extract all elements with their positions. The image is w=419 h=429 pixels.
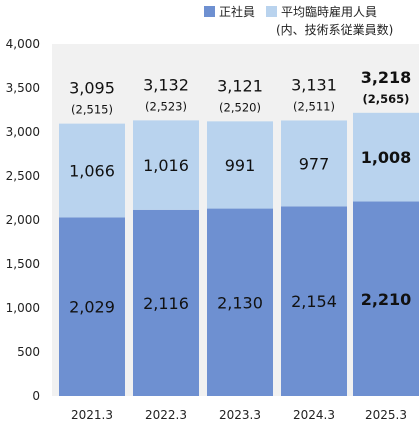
engineer-count-label: (2,523) [145,99,187,113]
y-tick-label: 0 [32,389,40,403]
engineer-count-label: (2,511) [293,99,335,113]
legend-swatch-temporary [266,6,277,17]
bar-full-time [133,209,199,396]
data-label-full-time: 2,210 [361,290,412,309]
x-tick-label: 2021.3 [71,408,113,422]
x-tick-label: 2025.3 [365,408,407,422]
data-label-full-time: 2,029 [69,298,115,317]
x-tick-label: 2022.3 [145,408,187,422]
y-tick-label: 3,500 [6,81,40,95]
x-axis: 2021.3 2022.3 2023.3 2024.3 2025.3 [71,408,407,422]
bar-full-time [207,208,273,396]
y-tick-label: 1,000 [6,301,40,315]
data-label-full-time: 2,116 [143,294,189,313]
x-tick-label: 2024.3 [293,408,335,422]
bar-temporary [281,120,347,207]
engineer-count-label: (2,565) [363,92,410,106]
engineer-count-label: (2,520) [219,100,261,114]
data-label-full-time: 2,130 [217,293,263,312]
total-label: 3,131 [291,75,337,94]
data-label-temporary: 977 [299,154,330,173]
bar-temporary [207,121,273,209]
total-label: 3,121 [217,76,263,95]
y-tick-label: 3,000 [6,125,40,139]
total-label: 3,132 [143,75,189,94]
y-axis: 0 500 1,000 1,500 2,000 2,500 3,000 3,500 4,000 [6,37,40,403]
legend-note: (内、技術系従業員数) [276,22,393,37]
total-label: 3,095 [69,79,115,98]
data-label-full-time: 2,154 [291,292,337,311]
legend: 正社員 平均臨時雇用人員 (内、技術系従業員数) [204,4,393,37]
y-tick-label: 1,500 [6,257,40,271]
bar-temporary [59,123,125,218]
legend-label-temporary: 平均臨時雇用人員 [281,4,377,19]
data-label-temporary: 1,008 [361,148,412,167]
engineer-count-label: (2,515) [71,103,113,117]
legend-label-full-time: 正社員 [219,4,255,19]
legend-swatch-full-time [204,6,215,17]
bar-full-time [281,206,347,396]
bar-full-time [59,217,125,396]
y-tick-label: 4,000 [6,37,40,51]
data-label-temporary: 1,016 [143,156,189,175]
total-label: 3,218 [361,68,412,87]
y-tick-label: 500 [17,345,40,359]
data-label-temporary: 1,066 [69,162,115,181]
bar-temporary [133,120,199,210]
bar-full-time [353,201,419,396]
bars [59,112,419,396]
data-label-temporary: 991 [225,156,256,175]
y-tick-label: 2,500 [6,169,40,183]
x-tick-label: 2023.3 [219,408,261,422]
bar-temporary [353,112,419,202]
y-tick-label: 2,000 [6,213,40,227]
data-labels: 2,029 1,066 3,095 (2,515) 2,116 1,016 3,132 (2,… [69,68,411,317]
